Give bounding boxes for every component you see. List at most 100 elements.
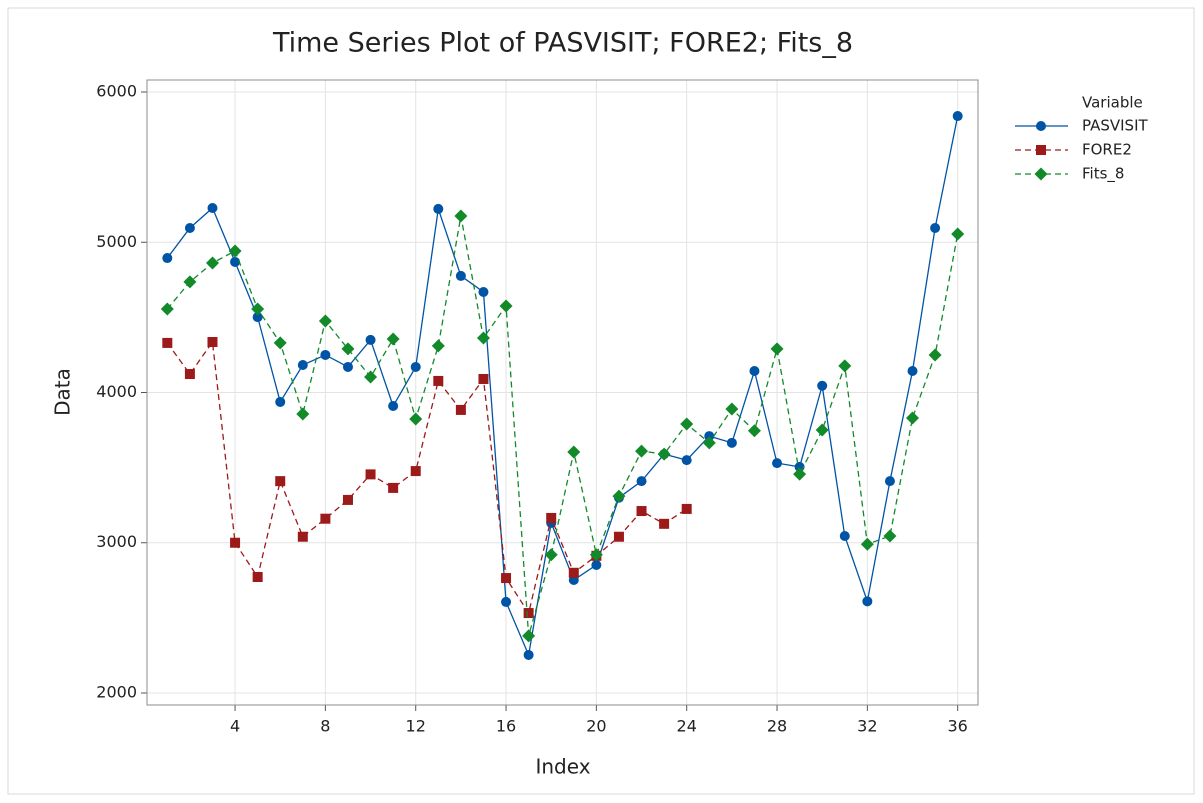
marker bbox=[365, 334, 376, 345]
y-tick-label: 5000 bbox=[96, 232, 137, 251]
marker bbox=[273, 336, 287, 350]
marker bbox=[342, 361, 353, 372]
plot-border bbox=[146, 79, 979, 706]
marker bbox=[522, 629, 536, 643]
marker bbox=[749, 366, 760, 377]
marker bbox=[228, 244, 242, 258]
marker bbox=[455, 270, 466, 281]
marker bbox=[207, 337, 218, 348]
y-tick-label: 6000 bbox=[96, 82, 137, 101]
x-tick-label: 4 bbox=[230, 717, 240, 736]
x-tick-label: 24 bbox=[677, 717, 697, 736]
marker bbox=[884, 476, 895, 487]
marker bbox=[546, 512, 557, 523]
x-tick-label: 16 bbox=[496, 717, 516, 736]
marker bbox=[951, 227, 965, 241]
marker bbox=[410, 466, 421, 477]
marker bbox=[883, 529, 897, 543]
marker bbox=[1034, 167, 1048, 181]
marker bbox=[725, 402, 739, 416]
legend-title: Variable bbox=[1082, 94, 1143, 112]
x-tick-label: 12 bbox=[406, 717, 426, 736]
series-line bbox=[166, 215, 959, 637]
marker bbox=[612, 489, 626, 503]
y-tick-label: 3000 bbox=[96, 532, 137, 551]
marker bbox=[613, 531, 624, 542]
marker bbox=[365, 469, 376, 480]
marker bbox=[230, 537, 241, 548]
marker bbox=[205, 256, 219, 270]
marker bbox=[952, 111, 963, 122]
marker bbox=[431, 339, 445, 353]
marker bbox=[207, 203, 218, 214]
marker bbox=[501, 596, 512, 607]
marker bbox=[499, 299, 513, 313]
x-tick-label: 8 bbox=[320, 717, 330, 736]
marker bbox=[297, 531, 308, 542]
marker bbox=[568, 567, 579, 578]
x-axis-label: Index bbox=[535, 755, 590, 779]
marker bbox=[409, 412, 423, 426]
marker bbox=[476, 331, 490, 345]
marker bbox=[454, 209, 468, 223]
marker bbox=[567, 445, 581, 459]
marker bbox=[523, 608, 534, 619]
legend-label: Fits_8 bbox=[1082, 165, 1124, 184]
marker bbox=[930, 222, 941, 233]
marker bbox=[501, 573, 512, 584]
y-axis-label: Data bbox=[51, 368, 75, 416]
marker bbox=[815, 423, 829, 437]
marker bbox=[342, 494, 353, 505]
marker bbox=[320, 349, 331, 360]
marker bbox=[184, 369, 195, 380]
marker bbox=[1036, 145, 1046, 155]
marker bbox=[386, 332, 400, 346]
marker bbox=[410, 361, 421, 372]
marker bbox=[296, 407, 310, 421]
marker bbox=[184, 222, 195, 233]
marker bbox=[478, 286, 489, 297]
marker bbox=[702, 436, 716, 450]
marker bbox=[1036, 121, 1046, 131]
marker bbox=[433, 203, 444, 214]
marker bbox=[252, 312, 263, 323]
x-tick-label: 32 bbox=[857, 717, 877, 736]
marker bbox=[478, 373, 489, 384]
marker bbox=[726, 437, 737, 448]
marker bbox=[230, 256, 241, 267]
chart-title: Time Series Plot of PASVISIT; FORE2; Fit… bbox=[272, 28, 853, 59]
marker bbox=[183, 275, 197, 289]
marker bbox=[591, 559, 602, 570]
marker bbox=[906, 411, 920, 425]
marker bbox=[275, 476, 286, 487]
marker bbox=[162, 337, 173, 348]
marker bbox=[772, 458, 783, 469]
marker bbox=[252, 571, 263, 582]
marker bbox=[747, 424, 761, 438]
marker bbox=[160, 302, 174, 316]
marker bbox=[433, 375, 444, 386]
marker bbox=[907, 366, 918, 377]
marker bbox=[681, 455, 692, 466]
marker bbox=[320, 513, 331, 524]
marker bbox=[928, 348, 942, 362]
marker bbox=[860, 537, 874, 551]
marker bbox=[838, 359, 852, 373]
marker bbox=[388, 482, 399, 493]
series-line bbox=[166, 115, 959, 658]
x-tick-label: 20 bbox=[586, 717, 606, 736]
legend-label: FORE2 bbox=[1082, 141, 1132, 159]
marker bbox=[275, 396, 286, 407]
marker bbox=[589, 548, 603, 562]
marker bbox=[839, 530, 850, 541]
marker bbox=[636, 476, 647, 487]
marker bbox=[862, 596, 873, 607]
marker bbox=[793, 467, 807, 481]
marker bbox=[544, 548, 558, 562]
series-line bbox=[166, 340, 688, 615]
marker bbox=[704, 431, 715, 442]
marker bbox=[364, 370, 378, 384]
marker bbox=[659, 518, 670, 529]
marker bbox=[318, 314, 332, 328]
